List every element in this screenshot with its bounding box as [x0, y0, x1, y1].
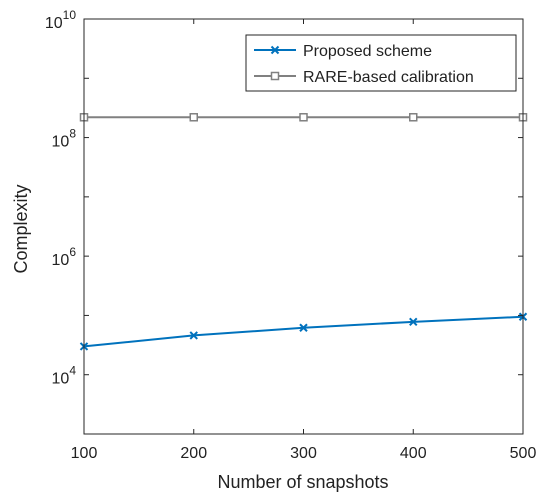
marker-stroke — [270, 45, 280, 55]
x-tick-label: 400 — [400, 445, 427, 462]
legend-item: Proposed scheme — [254, 43, 432, 60]
data-point-marker — [299, 113, 308, 122]
x-axis-title: Number of snapshots — [217, 472, 388, 492]
y-tick-label-base: 10 — [45, 15, 63, 32]
y-tick-label: 108 — [52, 127, 77, 151]
data-point-marker — [409, 317, 418, 327]
y-tick-label-exponent: 4 — [69, 364, 76, 378]
marker-stroke — [409, 317, 418, 327]
y-tick-label-base: 10 — [52, 134, 70, 151]
legend: Proposed scheme RARE-based calibration — [245, 34, 517, 92]
marker-stroke — [189, 331, 198, 340]
data-point-marker — [409, 113, 418, 122]
data-point-marker — [270, 71, 280, 81]
x-tick-label: 300 — [290, 445, 317, 462]
y-tick-label: 1010 — [45, 8, 76, 32]
y-tick-label-exponent: 6 — [69, 245, 76, 259]
y-tick-label: 106 — [52, 245, 77, 269]
y-tick-label-exponent: 10 — [63, 8, 77, 22]
data-point-marker — [270, 45, 280, 55]
legend-label: Proposed scheme — [303, 43, 432, 60]
data-point-marker — [299, 323, 308, 332]
x-tick-label: 100 — [71, 445, 98, 462]
y-tick-label-base: 10 — [52, 252, 70, 269]
y-tick-label-base: 10 — [52, 371, 70, 388]
legend-label: RARE-based calibration — [303, 69, 474, 86]
legend-box — [245, 34, 517, 92]
y-axis-title: Complexity — [11, 184, 31, 273]
y-tick-label: 104 — [52, 364, 77, 388]
data-point-marker — [189, 113, 198, 122]
marker-stroke — [299, 323, 308, 332]
legend-item: RARE-based calibration — [254, 69, 474, 86]
y-tick-label-exponent: 8 — [69, 127, 76, 141]
x-tick-label: 500 — [510, 445, 537, 462]
data-point-marker — [189, 331, 198, 340]
x-tick-label: 200 — [180, 445, 207, 462]
